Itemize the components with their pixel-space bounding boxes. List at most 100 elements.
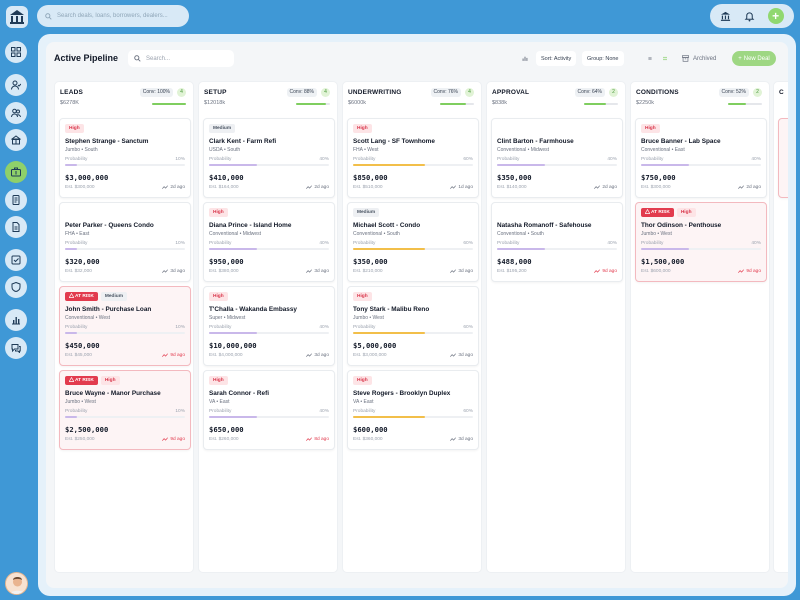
priority-badge: High bbox=[209, 292, 228, 301]
priority-badge: High bbox=[209, 376, 228, 385]
probability-value: 40% bbox=[607, 157, 617, 162]
analytics-button[interactable] bbox=[517, 51, 533, 66]
search-icon bbox=[45, 12, 52, 20]
deal-card[interactable]: AT RISK Medium John Smith - Purchase Loan C… bbox=[59, 286, 191, 366]
deal-title: Sarah Connor - Refi bbox=[209, 390, 270, 397]
deal-subtitle: Super • Midwest bbox=[209, 315, 246, 321]
estimated-value: Est. $140,000 bbox=[497, 185, 527, 190]
column-header: UNDERWRITING $6000k Conv: 76% 4 bbox=[348, 87, 476, 117]
nav-user-check[interactable] bbox=[5, 74, 27, 96]
nav-building[interactable] bbox=[5, 129, 27, 151]
probability-value: 40% bbox=[319, 409, 329, 414]
probability-bar bbox=[353, 164, 473, 166]
chart-icon bbox=[12, 317, 20, 325]
trend-icon bbox=[450, 437, 457, 441]
deal-card-partial[interactable] bbox=[778, 118, 788, 198]
deal-age: 3d ago bbox=[450, 353, 473, 358]
probability-bar-fill bbox=[641, 248, 689, 250]
nav-files[interactable] bbox=[5, 216, 27, 238]
nav-reports[interactable] bbox=[5, 309, 27, 331]
deal-card[interactable]: High Steve Rogers - Brooklyn Duplex VA • E… bbox=[347, 370, 479, 450]
probability-bar bbox=[209, 332, 329, 334]
deal-card[interactable]: High Diana Prince - Island Home Convention… bbox=[203, 202, 335, 282]
page-title: Active Pipeline bbox=[54, 53, 119, 63]
probability-label: Probability bbox=[209, 157, 232, 162]
priority-badge: High bbox=[353, 292, 372, 301]
deal-card[interactable]: AT RISK High Thor Odinson - Penthouse Jumbo… bbox=[635, 202, 767, 282]
card-badges: AT RISK Medium bbox=[65, 292, 127, 301]
deal-card[interactable]: Natasha Romanoff - Safehouse Conventional… bbox=[491, 202, 623, 282]
deal-card[interactable]: High Sarah Connor - Refi VA • East Probabil… bbox=[203, 370, 335, 450]
sort-select[interactable]: Sort: Activity bbox=[536, 51, 577, 66]
probability-bar bbox=[209, 164, 329, 166]
pipeline-column-underwriting: UNDERWRITING $6000k Conv: 76% 4 High Scott La… bbox=[342, 81, 482, 573]
probability-label: Probability bbox=[209, 409, 232, 414]
checklist-icon bbox=[11, 255, 21, 265]
warning-icon bbox=[644, 208, 651, 214]
nav-users[interactable] bbox=[5, 102, 27, 124]
deal-card[interactable]: High Bruce Banner - Lab Space Conventional… bbox=[635, 118, 767, 198]
probability-label: Probability bbox=[209, 325, 232, 330]
nav-pipeline[interactable] bbox=[5, 161, 27, 183]
plus-icon[interactable]: + bbox=[767, 8, 784, 24]
probability-bar bbox=[353, 332, 473, 334]
list-view-button[interactable] bbox=[643, 51, 657, 66]
estimated-value: Est. $300,000 bbox=[65, 185, 95, 190]
nav-messages[interactable] bbox=[5, 337, 27, 359]
deal-card[interactable]: Medium Clark Kent - Farm Refi USDA • South… bbox=[203, 118, 335, 198]
global-search-input[interactable]: Search deals, loans, borrowers, dealers.… bbox=[37, 5, 189, 27]
deal-card[interactable]: AT RISK High Bruce Wayne - Manor Purchase J… bbox=[59, 370, 191, 450]
card-badges: High bbox=[353, 292, 372, 301]
column-title: LEADS bbox=[60, 89, 84, 96]
deal-card[interactable]: Clint Barton - Farmhouse Conventional • M… bbox=[491, 118, 623, 198]
probability-value: 60% bbox=[463, 241, 473, 246]
bank-logo-icon[interactable] bbox=[5, 5, 29, 29]
probability-bar-fill bbox=[353, 416, 425, 418]
priority-badge: High bbox=[353, 124, 372, 133]
board-view-button[interactable] bbox=[658, 51, 672, 66]
probability-bar bbox=[65, 248, 185, 250]
new-deal-button[interactable]: + New Deal bbox=[732, 51, 776, 66]
probability-label: Probability bbox=[209, 241, 232, 246]
probability-label: Probability bbox=[353, 409, 376, 414]
deal-age: 9d ago bbox=[738, 269, 761, 274]
nav-documents[interactable] bbox=[5, 189, 27, 211]
conversion-badge: Conv: 64% bbox=[574, 88, 605, 97]
probability-value: 40% bbox=[607, 241, 617, 246]
deal-card[interactable]: High Stephen Strange - Sanctum Jumbo • Sou… bbox=[59, 118, 191, 198]
priority-badge: Medium bbox=[100, 292, 127, 301]
count-badge: 4 bbox=[321, 88, 330, 97]
building-icon bbox=[11, 135, 21, 145]
nav-dashboard[interactable] bbox=[5, 41, 27, 63]
deal-card[interactable]: High T'Challa - Wakanda Embassy Super • Mi… bbox=[203, 286, 335, 366]
deal-age: 3d ago bbox=[306, 353, 329, 358]
estimated-value: Est. $195,200 bbox=[497, 269, 527, 274]
probability-bar-fill bbox=[497, 164, 545, 166]
group-select[interactable]: Group: None bbox=[582, 51, 624, 66]
deal-card[interactable]: High Scott Lang - SF Townhome FHA • West Pr… bbox=[347, 118, 479, 198]
nav-checklist[interactable] bbox=[5, 249, 27, 271]
pipeline-search-input[interactable]: Search... bbox=[128, 50, 234, 67]
deal-subtitle: Jumbo • West bbox=[641, 231, 672, 237]
deal-amount: $450,000 bbox=[65, 341, 100, 350]
probability-label: Probability bbox=[65, 241, 88, 246]
bell-icon[interactable] bbox=[744, 11, 755, 22]
user-avatar[interactable] bbox=[5, 572, 28, 595]
at-risk-badge: AT RISK bbox=[65, 376, 98, 385]
probability-value: 10% bbox=[175, 409, 185, 414]
count-badge: 2 bbox=[753, 88, 762, 97]
deal-age-label: 2d ago bbox=[602, 185, 617, 190]
trend-icon bbox=[306, 269, 313, 273]
deal-card[interactable]: Medium Michael Scott - Condo Conventional … bbox=[347, 202, 479, 282]
nav-security[interactable] bbox=[5, 276, 27, 298]
deal-card[interactable]: Peter Parker - Queens Condo FHA • East Pro… bbox=[59, 202, 191, 282]
card-badges: High bbox=[209, 376, 228, 385]
deal-card[interactable]: High Tony Stark - Malibu Reno Jumbo • West… bbox=[347, 286, 479, 366]
deal-subtitle: FHA • East bbox=[65, 231, 90, 237]
trend-icon bbox=[162, 353, 169, 357]
bank-icon[interactable] bbox=[720, 11, 731, 22]
probability-bar bbox=[209, 416, 329, 418]
deal-subtitle: Jumbo • West bbox=[353, 315, 384, 321]
deal-age: 2d ago bbox=[738, 185, 761, 190]
archived-button[interactable]: Archived bbox=[682, 51, 716, 66]
